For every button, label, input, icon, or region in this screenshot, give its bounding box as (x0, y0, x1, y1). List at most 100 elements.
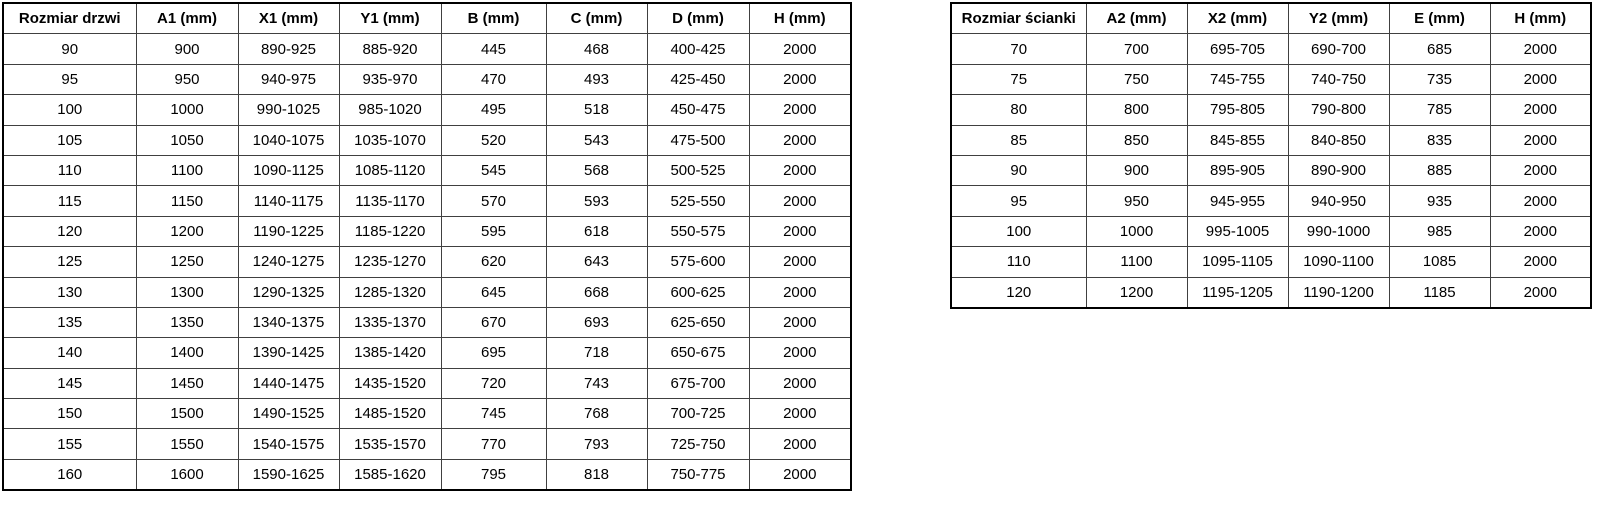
table-row: 100 1000 990-1025 985-1020 495 518 450-475 2000 (2, 94, 852, 126)
table-cell: 2000 (1489, 276, 1592, 309)
table-cell: 1040-1075 (237, 124, 340, 156)
table-row: 120 1200 1195-1205 1190-1200 1185 2000 (950, 276, 1592, 309)
table-cell: 620 (440, 246, 547, 278)
table-cell: 670 (440, 306, 547, 339)
table-cell: 675-700 (646, 367, 750, 400)
table-cell: 2000 (748, 246, 852, 278)
column-header: E (mm) (1388, 2, 1491, 35)
table-cell: 700-725 (646, 398, 750, 430)
column-header: Y1 (mm) (338, 2, 442, 35)
table-cell: 1235-1270 (338, 246, 442, 278)
table-cell: 100 (950, 215, 1087, 248)
table-cell: 2000 (748, 124, 852, 156)
table-cell: 950 (1085, 185, 1188, 217)
table-cell: 150 (2, 398, 137, 430)
table-cell: 935 (1388, 185, 1491, 217)
table-cell: 1585-1620 (338, 458, 442, 491)
table-cell: 690-700 (1287, 33, 1390, 65)
table-cell: 575-600 (646, 246, 750, 278)
table-cell: 450-475 (646, 94, 750, 126)
table-cell: 543 (545, 124, 648, 156)
table-cell: 2000 (1489, 185, 1592, 217)
table-cell: 745 (440, 398, 547, 430)
table-row: 80 800 795-805 790-800 785 2000 (950, 94, 1592, 126)
table-cell: 1050 (135, 124, 239, 156)
table-cell: 2000 (748, 215, 852, 248)
table-row: 140 1400 1390-1425 1385-1420 695 718 650-675 20… (2, 337, 852, 369)
table-cell: 595 (440, 215, 547, 248)
column-header: C (mm) (545, 2, 648, 35)
table-cell: 2000 (748, 276, 852, 308)
table-cell: 885 (1388, 154, 1491, 187)
table-cell: 1385-1420 (338, 337, 442, 369)
table-row: 110 1100 1095-1105 1090-1100 1085 2000 (950, 246, 1592, 278)
table-row: 135 1350 1340-1375 1335-1370 670 693 625-650 20… (2, 306, 852, 339)
table-cell: 1250 (135, 246, 239, 278)
table-cell: 1485-1520 (338, 398, 442, 430)
table-cell: 1450 (135, 367, 239, 400)
table-cell: 600-625 (646, 276, 750, 308)
table-cell: 1000 (1085, 215, 1188, 248)
table-cell: 70 (950, 33, 1087, 65)
column-header: Rozmiar ścianki (950, 2, 1087, 35)
table-cell: 885-920 (338, 33, 442, 65)
table-cell: 940-975 (237, 63, 340, 96)
table-cell: 625-650 (646, 306, 750, 339)
table-cell: 95 (2, 63, 137, 96)
table-cell: 75 (950, 63, 1087, 96)
table-cell: 475-500 (646, 124, 750, 156)
table-cell: 950 (135, 63, 239, 96)
table-cell: 1190-1225 (237, 215, 340, 248)
wall-size-table: Rozmiar ścianki A2 (mm) X2 (mm) Y2 (mm) E (m… (950, 2, 1592, 309)
table-cell: 570 (440, 185, 547, 217)
table-cell: 1490-1525 (237, 398, 340, 430)
table-cell: 720 (440, 367, 547, 400)
table-cell: 85 (950, 124, 1087, 156)
table-cell: 1090-1125 (237, 154, 340, 187)
table-cell: 545 (440, 154, 547, 187)
table-cell: 1100 (1085, 246, 1188, 278)
table-cell: 500-525 (646, 154, 750, 187)
table-row: 145 1450 1440-1475 1435-1520 720 743 675-700 20… (2, 367, 852, 400)
table-cell: 2000 (1489, 124, 1592, 156)
table-row: 105 1050 1040-1075 1035-1070 520 543 475-500 20… (2, 124, 852, 156)
table-row: 110 1100 1090-1125 1085-1120 545 568 500-525 20… (2, 154, 852, 187)
table-cell: 750-775 (646, 458, 750, 491)
table-row: 130 1300 1290-1325 1285-1320 645 668 600-625 20… (2, 276, 852, 308)
door-size-table-container: Rozmiar drzwi A1 (mm) X1 (mm) Y1 (mm) B (mm)… (2, 2, 852, 492)
table-cell: 1240-1275 (237, 246, 340, 278)
table-cell: 145 (2, 367, 137, 400)
table-cell: 645 (440, 276, 547, 308)
table-cell: 2000 (748, 154, 852, 187)
header-row: Rozmiar drzwi A1 (mm) X1 (mm) Y1 (mm) B (mm)… (2, 2, 852, 35)
table-cell: 718 (545, 337, 648, 369)
table-cell: 470 (440, 63, 547, 96)
table-cell: 1090-1100 (1287, 246, 1390, 278)
table-cell: 800 (1085, 94, 1188, 126)
column-header: A2 (mm) (1085, 2, 1188, 35)
table-cell: 668 (545, 276, 648, 308)
table-cell: 2000 (1489, 154, 1592, 187)
table-cell: 793 (545, 428, 648, 460)
table-cell: 1340-1375 (237, 306, 340, 339)
table-cell: 120 (2, 215, 137, 248)
table-cell: 1035-1070 (338, 124, 442, 156)
table-cell: 593 (545, 185, 648, 217)
table-cell: 895-905 (1186, 154, 1289, 187)
table-row: 115 1150 1140-1175 1135-1170 570 593 525-550 20… (2, 185, 852, 217)
table-cell: 2000 (1489, 94, 1592, 126)
table-cell: 110 (950, 246, 1087, 278)
table-cell: 90 (2, 33, 137, 65)
table-cell: 1195-1205 (1186, 276, 1289, 309)
table-cell: 840-850 (1287, 124, 1390, 156)
table-cell: 650-675 (646, 337, 750, 369)
table-cell: 125 (2, 246, 137, 278)
table-cell: 985-1020 (338, 94, 442, 126)
table-cell: 95 (950, 185, 1087, 217)
table-cell: 525-550 (646, 185, 750, 217)
table-cell: 1285-1320 (338, 276, 442, 308)
table-row: 125 1250 1240-1275 1235-1270 620 643 575-600 20… (2, 246, 852, 278)
column-header: X2 (mm) (1186, 2, 1289, 35)
table-cell: 1400 (135, 337, 239, 369)
